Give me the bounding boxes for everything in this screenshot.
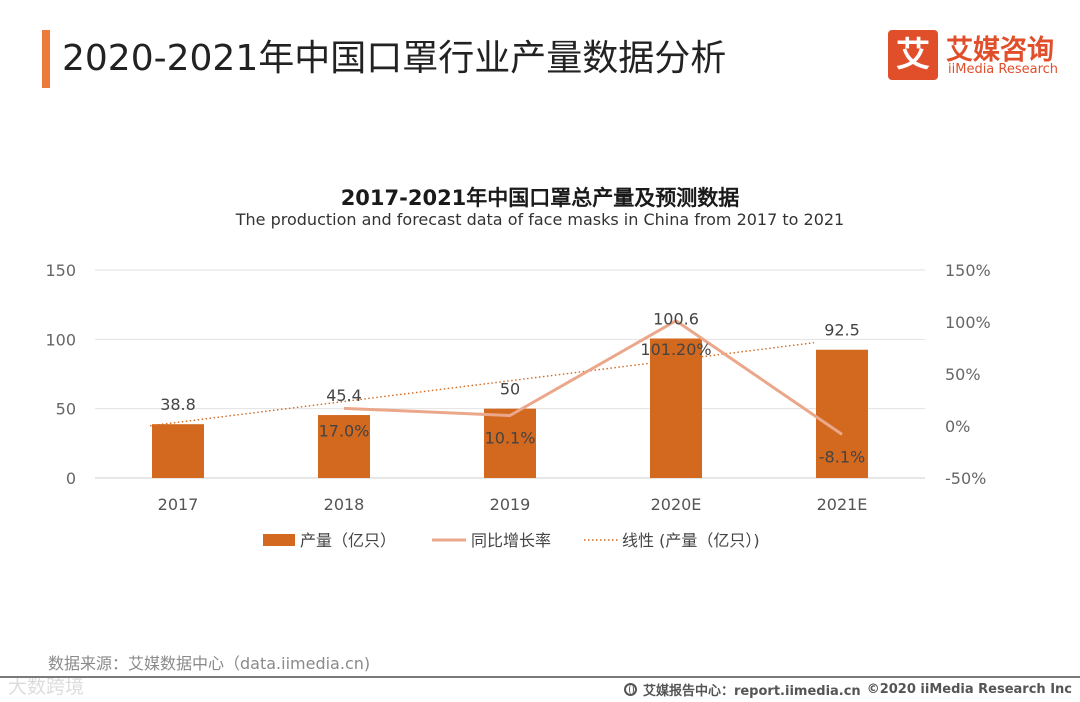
brand-name-en: iiMedia Research (948, 62, 1059, 77)
data-source: 数据来源：艾媒数据中心（data.iimedia.cn) (48, 654, 371, 673)
chart-title: 2017-2021年中国口罩总产量及预测数据 (340, 186, 740, 210)
page-title: 2020-2021年中国口罩行业产量数据分析 (62, 38, 727, 79)
growth-value-label: -8.1% (819, 447, 865, 466)
y-left-tick-label: 150 (45, 261, 76, 280)
legend-swatch-production (263, 534, 295, 546)
globe-icon (623, 683, 637, 696)
x-tick-label: 2018 (324, 495, 365, 514)
legend-label-growth: 同比增长率 (471, 531, 551, 550)
bar-value-label: 92.5 (824, 321, 860, 340)
watermark: 大数跨境 (8, 676, 85, 698)
report-site: 艾媒报告中心：report.iimedia.cn (642, 684, 861, 699)
copyright: ©2020 iiMedia Research Inc (866, 682, 1072, 697)
chart-subtitle: The production and forecast data of face… (235, 210, 845, 229)
x-tick-label: 2019 (490, 495, 531, 514)
bar (650, 338, 702, 478)
y-right-tick-label: 0% (945, 417, 970, 436)
growth-value-label: 101.20% (640, 340, 711, 359)
bar (484, 408, 536, 478)
legend-label-production: 产量（亿只） (300, 531, 396, 550)
bar-value-label: 38.8 (160, 395, 196, 414)
bar (816, 349, 868, 478)
growth-value-label: 17.0% (319, 421, 370, 440)
y-left-tick-label: 0 (66, 469, 76, 488)
brand-name-cn: 艾媒咨询 (946, 35, 1054, 66)
y-right-tick-label: 100% (945, 313, 991, 332)
bar (318, 415, 370, 478)
y-left-tick-label: 50 (56, 400, 76, 419)
y-right-tick-label: 150% (945, 261, 991, 280)
x-tick-label: 2021E (817, 495, 868, 514)
y-right-tick-label: 50% (945, 365, 981, 384)
title-accent-bar (42, 30, 50, 88)
x-tick-label: 2020E (651, 495, 702, 514)
bar-value-label: 50 (500, 380, 520, 399)
footer-divider (0, 676, 1080, 678)
legend-label-trendline: 线性 (产量（亿只）) (622, 531, 760, 550)
y-right-tick-label: -50% (945, 469, 986, 488)
footer-credits: 艾媒报告中心：report.iimedia.cn ©2020 iiMedia R… (623, 680, 1072, 699)
bar-value-label: 45.4 (326, 386, 362, 405)
growth-value-label: 10.1% (485, 428, 536, 447)
brand-logo: 艾 艾媒咨询 iiMedia Research (888, 30, 1068, 82)
x-tick-label: 2017 (158, 495, 199, 514)
bar (152, 424, 204, 478)
bar-value-label: 100.6 (653, 310, 699, 329)
y-left-tick-label: 100 (45, 330, 76, 349)
brand-logo-icon: 艾 (888, 30, 938, 80)
growth-line (343, 319, 843, 436)
